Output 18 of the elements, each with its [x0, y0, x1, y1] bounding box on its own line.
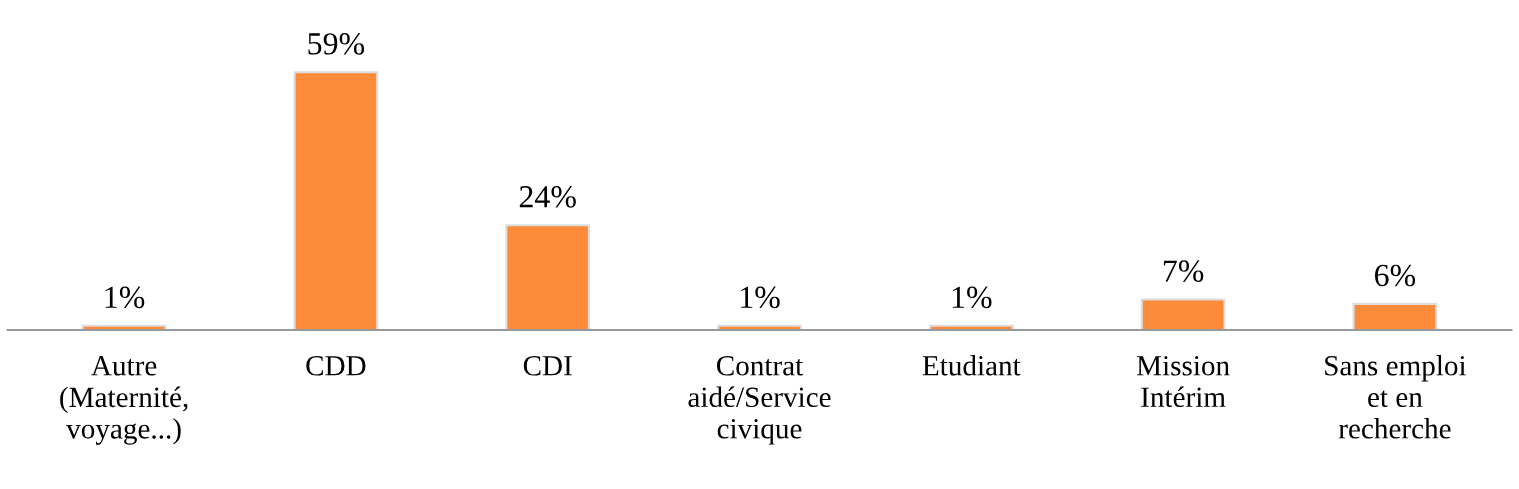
x-tick-label: CDI	[523, 356, 572, 376]
x-tick-label: Etudiant	[922, 355, 1021, 376]
data-label: 6%	[1374, 264, 1416, 287]
data-label: 1%	[741, 286, 780, 309]
data-label: 1%	[105, 286, 145, 309]
x-tick-label: Contrat aidé/Service civique	[688, 356, 831, 445]
x-tick-label: CDD	[306, 356, 366, 376]
x-tick-label: Autre (Maternité, voyage...)	[60, 356, 188, 445]
bar	[1352, 302, 1438, 331]
x-tick-label: Mission Intérim	[1136, 356, 1230, 408]
data-label: 59%	[308, 33, 365, 55]
data-label: 7%	[1163, 260, 1204, 282]
data-label: 24%	[519, 186, 576, 208]
bar	[1140, 298, 1226, 331]
data-label: 1%	[952, 286, 992, 309]
bar	[293, 71, 379, 331]
bar	[505, 224, 591, 331]
x-tick-label: Sans emploi et en recherche	[1325, 355, 1467, 439]
